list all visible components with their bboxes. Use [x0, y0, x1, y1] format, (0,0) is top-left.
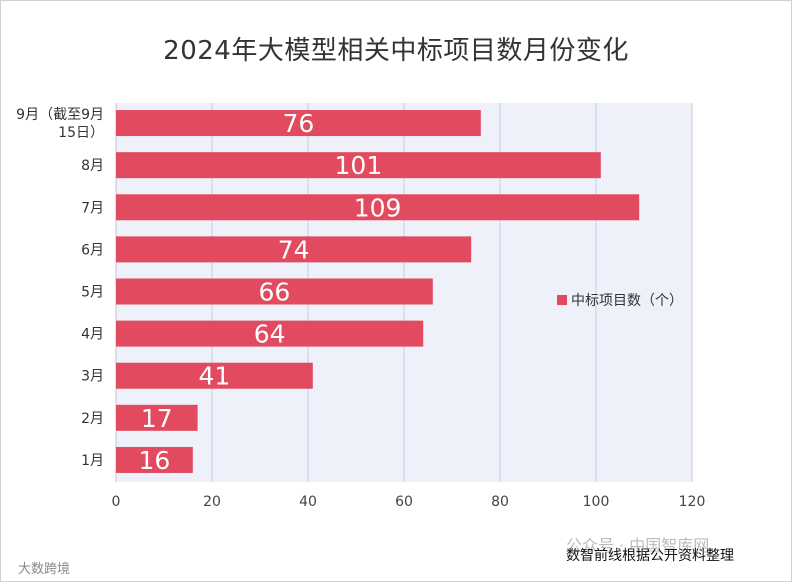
x-tick-label: 60 [395, 494, 413, 510]
bar [116, 236, 472, 263]
bar [116, 110, 481, 137]
chart-title: 2024年大模型相关中标项目数月份变化 [163, 36, 629, 66]
y-tick-label: 7月 [81, 200, 104, 216]
x-tick-label: 0 [112, 494, 121, 510]
bar [116, 320, 424, 347]
watermark-account: 公众号 · 中国智库网 [566, 536, 710, 555]
data-label: 101 [335, 151, 383, 180]
data-label: 76 [282, 109, 314, 138]
data-label: 64 [254, 320, 286, 349]
y-tick-label: 5月 [81, 285, 104, 301]
y-tick-label: 15日） [58, 125, 104, 141]
bar [116, 278, 433, 305]
bar [116, 446, 193, 473]
x-tick-label: 120 [679, 494, 706, 510]
legend-swatch [557, 295, 567, 305]
x-tick-label: 100 [583, 494, 610, 510]
x-tick-label: 40 [299, 494, 317, 510]
watermark-brand: 大数跨境 [18, 562, 71, 577]
y-tick-label: 1月 [81, 453, 104, 469]
y-tick-label: 9月（截至9月 [16, 107, 104, 123]
y-tick-label: 2月 [81, 411, 104, 427]
data-label: 41 [198, 362, 230, 391]
bar [116, 404, 198, 431]
data-label: 16 [138, 446, 170, 475]
data-label: 17 [141, 404, 173, 433]
y-tick-label: 6月 [81, 242, 104, 258]
y-tick-label: 8月 [81, 158, 104, 174]
bar [116, 194, 640, 221]
data-label: 109 [354, 193, 402, 222]
data-label: 66 [258, 278, 290, 307]
data-label: 74 [278, 235, 310, 264]
bar [116, 362, 313, 389]
x-tick-label: 20 [203, 494, 221, 510]
bar [116, 152, 601, 179]
y-tick-label: 3月 [81, 369, 104, 385]
y-tick-label: 4月 [81, 327, 104, 343]
legend-label: 中标项目数（个） [571, 293, 683, 309]
source-note: 数智前线根据公开资料整理 [566, 548, 734, 564]
x-tick-label: 80 [491, 494, 509, 510]
